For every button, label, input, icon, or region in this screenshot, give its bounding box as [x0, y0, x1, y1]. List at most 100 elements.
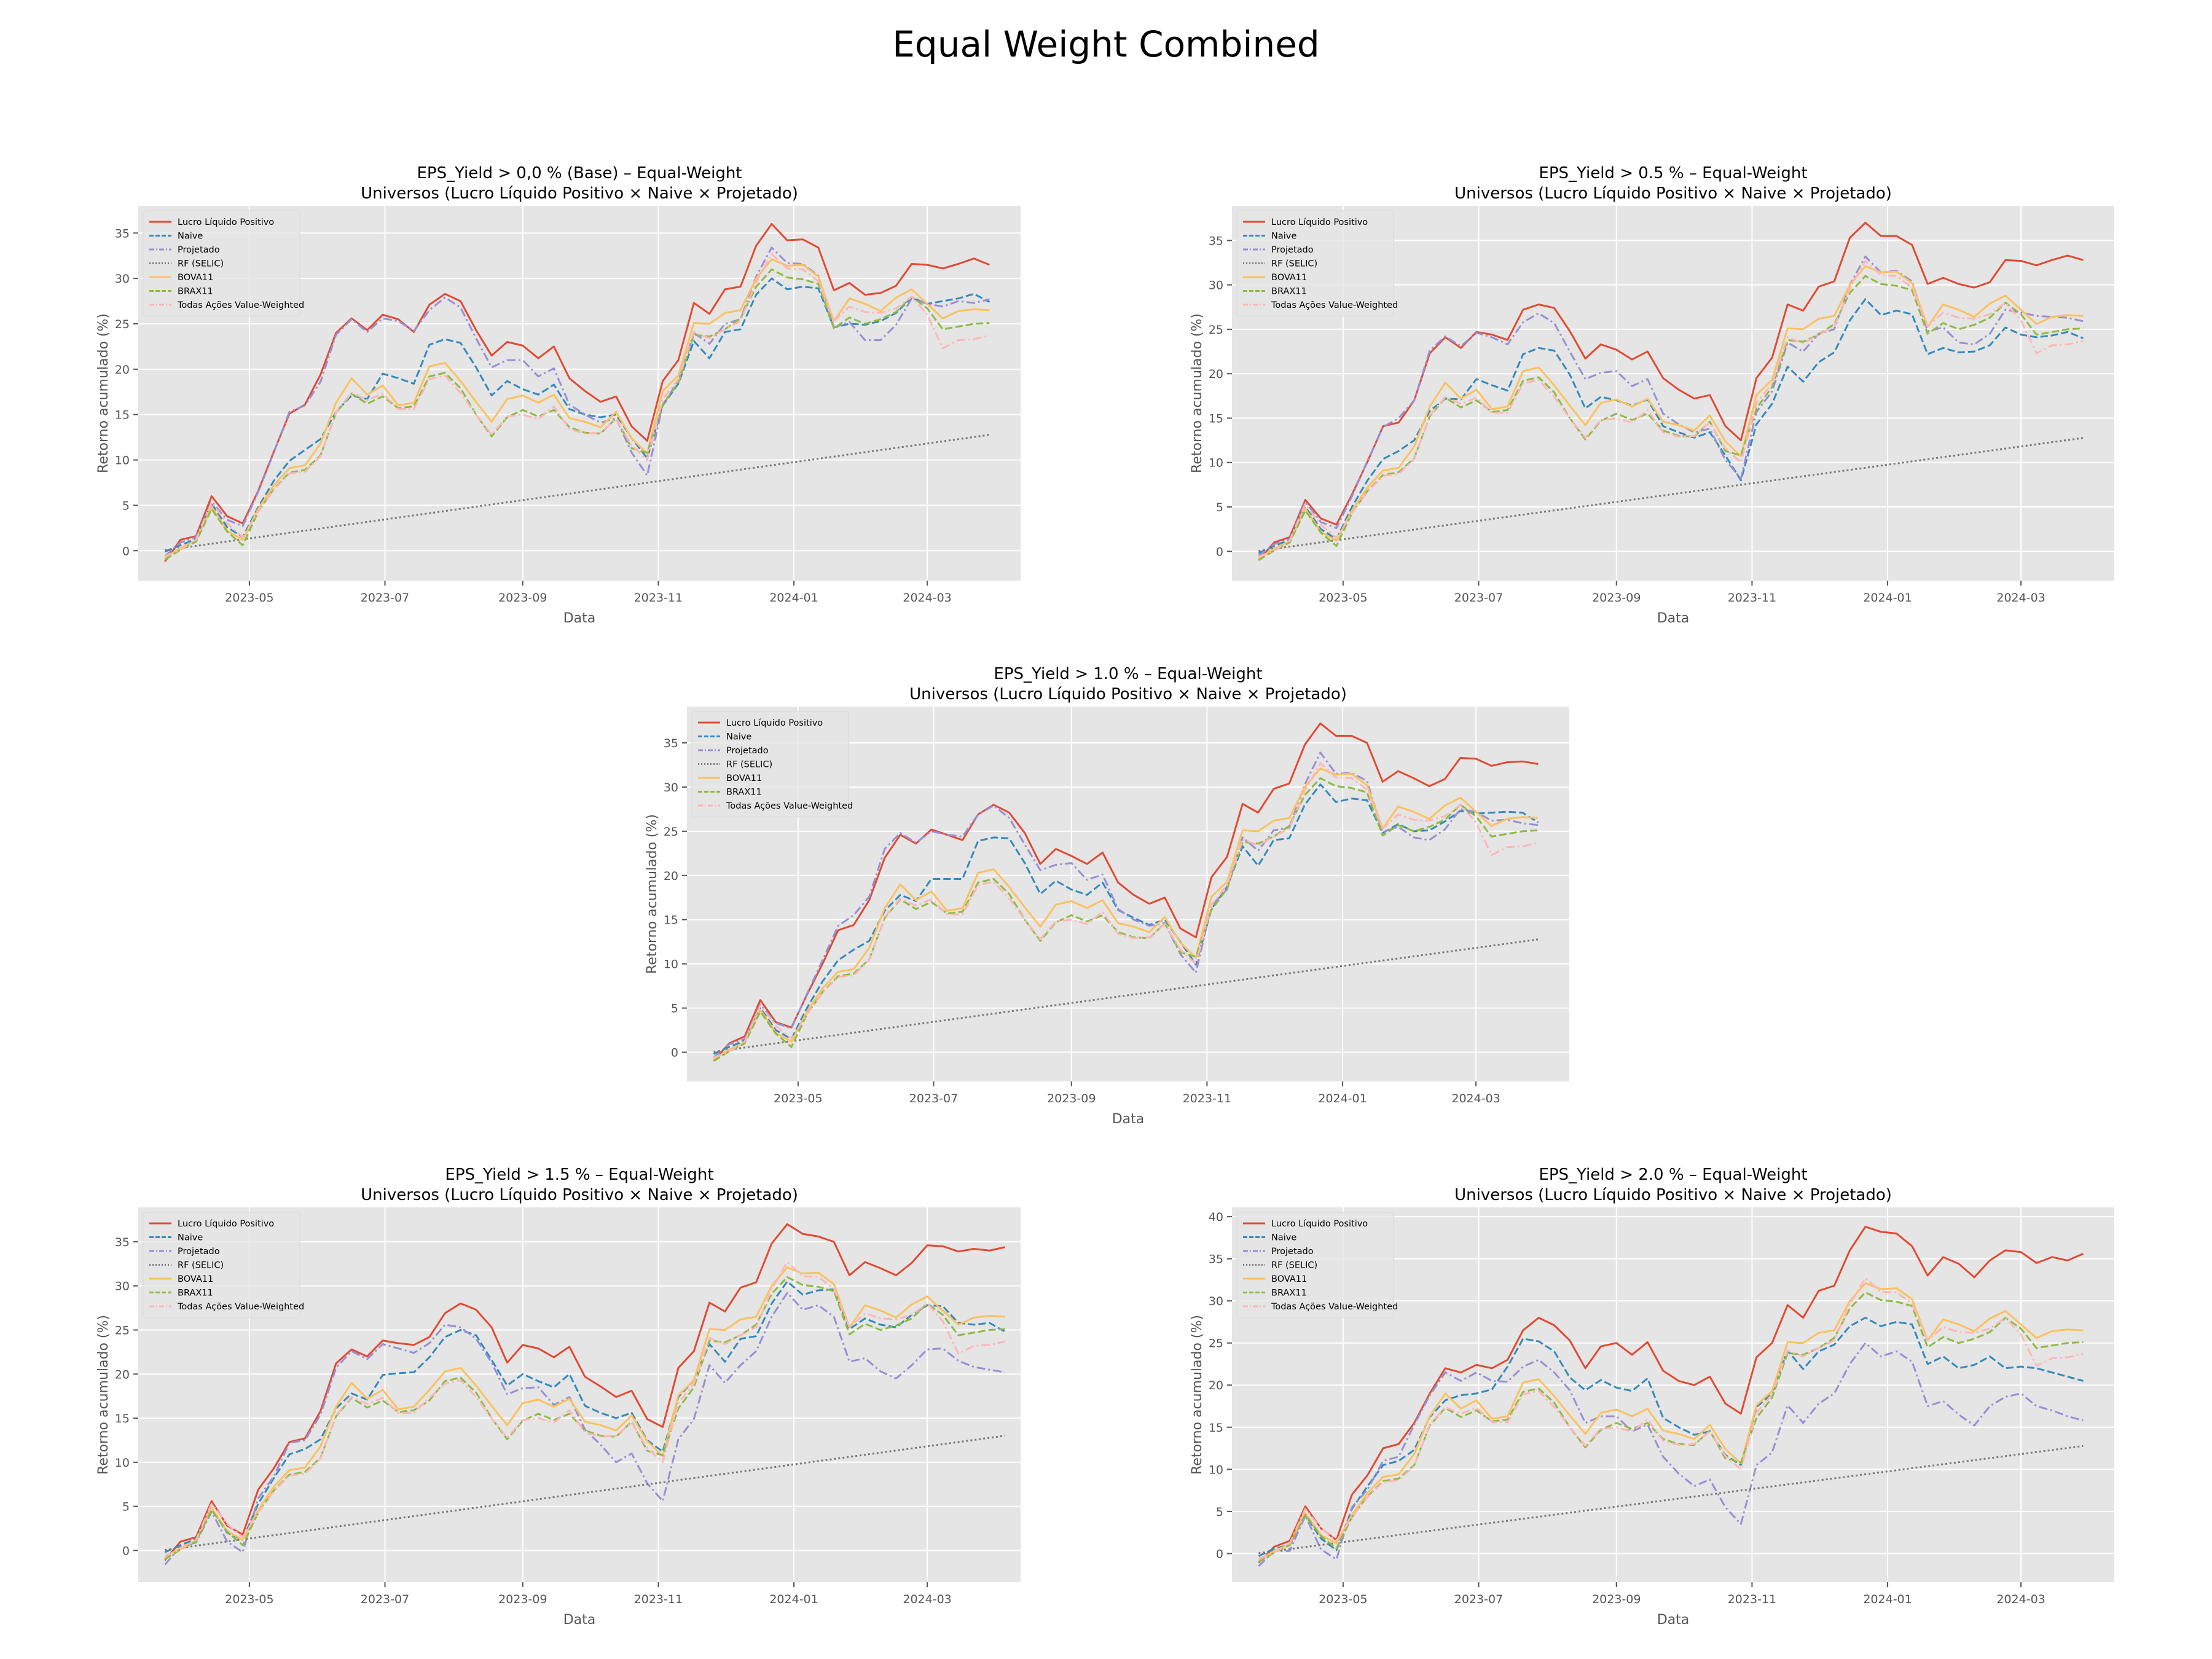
x-tick-label: 2023-11 — [634, 1593, 683, 1606]
subplot-4: 0 5 10 15 20 25 30 35 2023-05 2023-07 2023-09 2023-… — [96, 1166, 1021, 1628]
chart-title: EPS_Yield > 1.5 % – Equal-Weight — [445, 1166, 713, 1184]
legend: Lucro Líquido Positivo Naive Projetado RF (… — [1236, 1212, 1398, 1319]
y-tick-label: 5 — [671, 1002, 678, 1016]
series-line-brax — [164, 268, 990, 561]
x-tick-label: 2024-01 — [1863, 1593, 1912, 1606]
series-line-projetado — [1258, 255, 2084, 557]
series-line-naive — [1258, 298, 2084, 554]
x-tick-label: 2023-05 — [1319, 1593, 1367, 1606]
y-tick-label: 20 — [115, 1368, 130, 1381]
x-tick-label: 2024-01 — [769, 1593, 818, 1606]
chart-title: EPS_Yield > 0,0 % (Base) – Equal-Weight — [417, 164, 742, 182]
y-tick-label: 20 — [115, 363, 130, 377]
chart-subtitle: Universos (Lucro Líquido Positivo × Naiv… — [1454, 1186, 1892, 1204]
series-line-brax — [164, 1276, 1005, 1560]
x-tick-label: 2023-09 — [498, 1593, 547, 1606]
series-line-todas — [1258, 1277, 2084, 1560]
series-line-bova — [164, 258, 990, 559]
y-tick-label: 30 — [1209, 279, 1223, 292]
y-tick-label: 10 — [1209, 457, 1223, 470]
x-tick-label: 2023-11 — [1728, 591, 1776, 605]
y-tick-label: 30 — [664, 781, 678, 794]
x-tick-label: 2023-11 — [1728, 1593, 1776, 1606]
y-tick-label: 20 — [1209, 1379, 1223, 1392]
legend-label-naive: Naive — [1271, 1233, 1296, 1243]
series-line-rf — [1258, 1445, 2084, 1555]
chart-title: EPS_Yield > 2.0 % – Equal-Weight — [1539, 1166, 1807, 1184]
legend-label-projetado: Projetado — [726, 746, 769, 756]
x-axis-label: Data — [563, 1612, 596, 1628]
x-tick-label: 2023-09 — [1592, 1593, 1641, 1606]
y-tick-label: 0 — [1216, 545, 1223, 559]
legend-box — [1236, 210, 1394, 317]
series-line-todas — [164, 253, 990, 557]
x-tick-label: 2024-01 — [1863, 591, 1912, 605]
legend-label-lucro: Lucro Líquido Positivo — [1271, 1219, 1368, 1229]
series-line-lucro — [164, 1223, 1006, 1561]
x-tick-label: 2023-07 — [1454, 591, 1503, 605]
y-tick-label: 35 — [1209, 1253, 1223, 1266]
y-tick-label: 30 — [115, 1280, 130, 1293]
chart-subtitle: Universos (Lucro Líquido Positivo × Naiv… — [361, 184, 798, 203]
legend-label-lucro: Lucro Líquido Positivo — [178, 218, 274, 227]
y-tick-label: 25 — [664, 825, 678, 839]
series-line-projetado — [164, 246, 990, 557]
chart-subtitle: Universos (Lucro Líquido Positivo × Naiv… — [1454, 184, 1892, 203]
y-tick-label: 15 — [1209, 412, 1223, 425]
legend-label-brax: BRAX11 — [726, 788, 762, 798]
series-line-naive — [713, 783, 1539, 1055]
y-tick-label: 35 — [1209, 234, 1223, 248]
y-tick-label: 0 — [122, 544, 130, 558]
x-tick-label: 2023-09 — [1592, 591, 1641, 605]
legend-label-rf: RF (SELIC) — [1271, 1261, 1317, 1271]
legend-label-naive: Naive — [178, 232, 203, 241]
legend-box — [143, 210, 300, 317]
chart-title: EPS_Yield > 0.5 % – Equal-Weight — [1539, 164, 1807, 182]
series-line-brax — [713, 777, 1539, 1062]
series-line-bova — [164, 1266, 1005, 1559]
series-line-bova — [1258, 1282, 2084, 1561]
x-tick-label: 2023-07 — [361, 591, 409, 605]
x-tick-label: 2023-05 — [225, 591, 273, 605]
subplot-2: 0 5 10 15 20 25 30 35 2023-05 2023-07 2023-09 2023-… — [1190, 164, 2114, 626]
series-line-todas — [1258, 260, 2084, 558]
legend-label-brax: BRAX11 — [178, 1288, 213, 1298]
series-line-bova — [1258, 265, 2084, 560]
legend: Lucro Líquido Positivo Naive Projetado RF (… — [143, 210, 304, 317]
x-tick-label: 2023-11 — [634, 591, 683, 605]
x-axis-label: Data — [1657, 1612, 1690, 1628]
chart-title: EPS_Yield > 1.0 % – Equal-Weight — [994, 665, 1262, 683]
series-line-projetado — [713, 751, 1539, 1059]
legend-label-bova: BOVA11 — [178, 273, 213, 283]
legend-label-bova: BOVA11 — [1271, 1274, 1307, 1284]
legend: Lucro Líquido Positivo Naive Projetado RF (… — [1236, 210, 1398, 317]
series-line-brax — [1258, 275, 2084, 562]
subplot-5: 0 5 10 15 20 25 30 35 40 2023-05 2023-07 2023-09 202… — [1190, 1166, 2114, 1628]
figure-title: Equal Weight Combined — [892, 23, 1320, 65]
legend-box — [691, 711, 849, 818]
legend-label-todas: Todas Ações Value-Weighted — [177, 300, 304, 310]
legend-label-bova: BOVA11 — [726, 774, 762, 783]
legend-label-naive: Naive — [726, 732, 751, 742]
y-axis-label: Retorno acumulado (%) — [96, 313, 111, 473]
legend-label-rf: RF (SELIC) — [178, 1261, 224, 1271]
y-tick-label: 15 — [664, 914, 678, 927]
x-tick-label: 2024-03 — [903, 1593, 951, 1606]
x-tick-label: 2024-03 — [1996, 591, 2045, 605]
y-tick-label: 25 — [1209, 1337, 1223, 1351]
y-tick-label: 15 — [115, 1412, 130, 1426]
y-tick-label: 35 — [115, 1236, 130, 1249]
x-tick-label: 2023-07 — [909, 1092, 958, 1105]
legend-label-brax: BRAX11 — [1271, 1288, 1307, 1298]
series-line-lucro — [1258, 1226, 2084, 1564]
legend-label-rf: RF (SELIC) — [178, 259, 224, 269]
y-tick-label: 15 — [115, 409, 130, 422]
y-tick-label: 15 — [1209, 1421, 1223, 1435]
x-tick-label: 2023-09 — [1047, 1092, 1096, 1105]
y-tick-label: 0 — [671, 1046, 678, 1060]
x-tick-label: 2023-07 — [1454, 1593, 1503, 1606]
y-tick-label: 10 — [115, 1456, 130, 1470]
legend-box — [143, 1212, 300, 1319]
y-tick-label: 10 — [1209, 1463, 1223, 1477]
